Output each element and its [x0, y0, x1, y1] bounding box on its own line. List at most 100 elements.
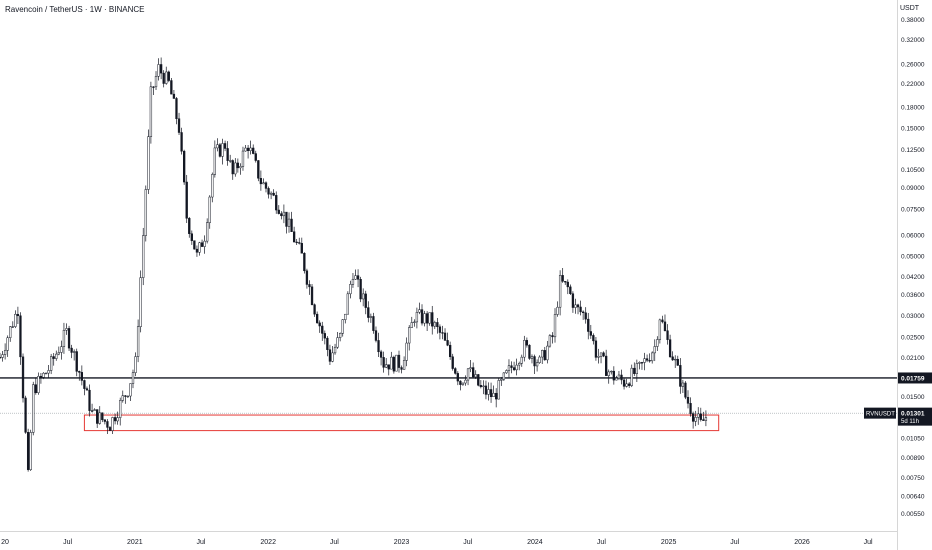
y-tick-label: 0.00750 [901, 475, 925, 482]
candle [556, 301, 559, 317]
candle [668, 334, 672, 358]
candle-body [203, 240, 206, 247]
candle-body [154, 76, 158, 88]
candle [96, 409, 99, 428]
candle-body [443, 332, 447, 341]
candle [321, 321, 324, 341]
candle-body [93, 409, 96, 411]
candle-body [346, 293, 349, 315]
candle [272, 189, 275, 197]
candle-body [354, 275, 357, 280]
candle-body [689, 403, 692, 414]
candle-body [159, 64, 163, 74]
candle [625, 378, 628, 388]
candle [464, 375, 467, 386]
candle [287, 212, 291, 233]
price-axis[interactable] [897, 0, 932, 550]
candle [328, 344, 332, 365]
candle-body [182, 150, 186, 183]
candle-body [420, 309, 424, 324]
candle [55, 350, 58, 361]
candle [336, 332, 339, 349]
candle-body [185, 181, 188, 219]
symbol-tag-bg [864, 407, 896, 419]
candle [456, 371, 459, 386]
candle [162, 70, 165, 88]
candle-body [387, 364, 390, 370]
candle [648, 353, 651, 363]
candle [505, 369, 508, 374]
candle-body [620, 374, 623, 381]
candle [326, 336, 329, 357]
candle-body [512, 367, 516, 371]
candle [622, 377, 626, 390]
candle [188, 216, 191, 238]
candle [303, 252, 306, 274]
candle [206, 218, 209, 244]
candle-body [702, 419, 705, 421]
current-label-price: 0.01301 [901, 411, 925, 418]
candle-body [446, 340, 449, 346]
candle-body [372, 316, 375, 331]
candle [413, 319, 416, 327]
candle [610, 370, 613, 375]
candle [681, 379, 685, 394]
candle [126, 395, 130, 398]
candle-body [121, 395, 124, 401]
candle [269, 191, 273, 200]
candle-body [200, 242, 204, 247]
candle [518, 361, 521, 371]
axis-currency[interactable]: USDT [900, 5, 920, 12]
x-tick-label: Jul [196, 539, 205, 546]
candle [144, 185, 147, 242]
candle-body [500, 378, 503, 381]
candle-body [280, 213, 283, 217]
candle-body [587, 318, 590, 332]
candle [553, 308, 557, 343]
candle [60, 340, 63, 360]
candle [400, 365, 403, 374]
candle-body [697, 413, 700, 418]
candle-body [694, 417, 697, 422]
candle [264, 181, 268, 193]
candle [420, 304, 424, 326]
candle-body [300, 243, 303, 254]
x-tick-label: Jul [463, 539, 472, 546]
candle-body [535, 362, 539, 367]
candle-body [62, 329, 66, 347]
candle-body [599, 352, 603, 357]
candle [37, 372, 40, 395]
candle [663, 314, 667, 332]
candle-body [415, 311, 419, 323]
candle-body [413, 321, 416, 323]
candle-body [541, 350, 544, 358]
current-label-bg [897, 407, 932, 426]
candle-body [78, 371, 81, 373]
candle [24, 395, 27, 434]
candle [285, 211, 288, 234]
candle-body [108, 427, 112, 431]
candle-body [385, 364, 388, 368]
x-tick-label: Jul [330, 539, 339, 546]
candle [124, 395, 127, 404]
candle-body [538, 356, 541, 363]
candle [226, 141, 229, 166]
candle-body [484, 385, 488, 395]
candle-body [530, 356, 534, 359]
candle-body [3, 350, 7, 355]
candle [244, 144, 247, 152]
candle-body [474, 374, 477, 378]
candle-body [441, 332, 444, 334]
x-tick-label: Jul [597, 539, 606, 546]
candle [367, 301, 370, 323]
y-tick-label: 0.09000 [901, 185, 925, 192]
candle-body [663, 321, 667, 331]
candle [689, 397, 692, 417]
candle-body [313, 304, 316, 315]
candle [500, 376, 503, 386]
candle [6, 335, 9, 357]
candle [492, 385, 495, 397]
candle [113, 413, 117, 425]
